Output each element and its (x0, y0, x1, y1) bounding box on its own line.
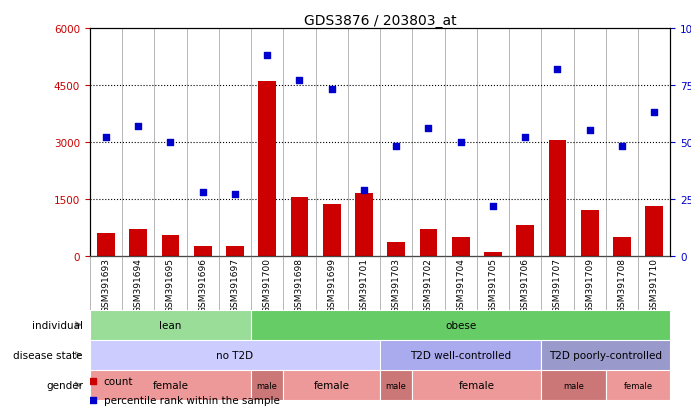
Point (616, 144, 627, 150)
Bar (90, 370, 251, 400)
Bar (541, 340, 670, 370)
Text: T2D poorly-controlled: T2D poorly-controlled (549, 350, 662, 360)
Bar (452, 237, 469, 256)
Text: GSM391706: GSM391706 (520, 257, 530, 312)
Text: GSM391708: GSM391708 (617, 257, 627, 312)
Point (229, 191, 240, 198)
Text: male: male (257, 381, 278, 389)
Bar (419, 230, 437, 256)
Text: male: male (563, 381, 584, 389)
Bar (90, 310, 251, 340)
Bar (613, 237, 631, 256)
Point (552, 66, 563, 73)
Bar (323, 205, 341, 256)
Text: female: female (153, 380, 189, 390)
Point (165, 139, 176, 146)
Text: individual: individual (32, 320, 83, 330)
Point (88, 377, 99, 384)
Text: GSM391699: GSM391699 (327, 257, 337, 312)
Bar (290, 197, 308, 256)
Bar (516, 226, 534, 256)
Point (390, 144, 401, 150)
Bar (645, 207, 663, 256)
Title: GDS3876 / 203803_at: GDS3876 / 203803_at (304, 14, 456, 28)
Point (100, 135, 111, 141)
Text: GSM391701: GSM391701 (359, 257, 368, 312)
Text: GSM391693: GSM391693 (102, 257, 111, 312)
Text: GSM391694: GSM391694 (133, 257, 143, 312)
Text: female: female (314, 380, 350, 390)
Point (294, 78, 305, 84)
Bar (413, 370, 541, 400)
Bar (97, 233, 115, 256)
Text: GSM391709: GSM391709 (585, 257, 594, 312)
Text: female: female (459, 380, 495, 390)
Text: GSM391695: GSM391695 (166, 257, 175, 312)
Point (584, 128, 595, 134)
Bar (484, 252, 502, 256)
Text: GSM391698: GSM391698 (295, 257, 304, 312)
Text: GSM391697: GSM391697 (230, 257, 240, 312)
Text: GSM391696: GSM391696 (198, 257, 207, 312)
Text: disease state: disease state (13, 350, 83, 360)
Point (262, 53, 273, 59)
Bar (580, 211, 598, 256)
Point (133, 123, 144, 130)
Bar (129, 230, 147, 256)
Point (359, 187, 370, 193)
Point (423, 126, 434, 132)
Bar (251, 370, 283, 400)
Text: GSM391702: GSM391702 (424, 257, 433, 312)
Point (487, 203, 498, 209)
Text: T2D well-controlled: T2D well-controlled (410, 350, 511, 360)
Text: no T2D: no T2D (216, 350, 254, 360)
Bar (541, 370, 606, 400)
Bar (606, 370, 670, 400)
Bar (258, 82, 276, 256)
Bar (380, 370, 413, 400)
Text: GSM391704: GSM391704 (456, 257, 465, 312)
Point (520, 135, 531, 141)
Point (326, 87, 337, 93)
Text: count: count (104, 376, 133, 386)
Text: obese: obese (445, 320, 476, 330)
Text: GSM391707: GSM391707 (553, 257, 562, 312)
Bar (283, 370, 380, 400)
Bar (226, 247, 244, 256)
Bar (162, 235, 179, 256)
Bar (549, 140, 566, 256)
Bar (251, 310, 670, 340)
Text: GSM391705: GSM391705 (489, 257, 498, 312)
Bar (380, 340, 541, 370)
Bar (193, 247, 211, 256)
Bar (355, 194, 372, 256)
Text: lean: lean (159, 320, 182, 330)
Text: percentile rank within the sample: percentile rank within the sample (104, 394, 280, 405)
Point (455, 139, 466, 146)
Bar (387, 243, 405, 256)
Point (197, 189, 208, 196)
Point (649, 109, 660, 116)
Bar (90, 340, 380, 370)
Text: GSM391700: GSM391700 (263, 257, 272, 312)
Point (88, 396, 99, 403)
Text: male: male (386, 381, 406, 389)
Text: GSM391710: GSM391710 (650, 257, 659, 312)
Text: female: female (623, 381, 652, 389)
Text: GSM391703: GSM391703 (392, 257, 401, 312)
Text: gender: gender (46, 380, 83, 390)
